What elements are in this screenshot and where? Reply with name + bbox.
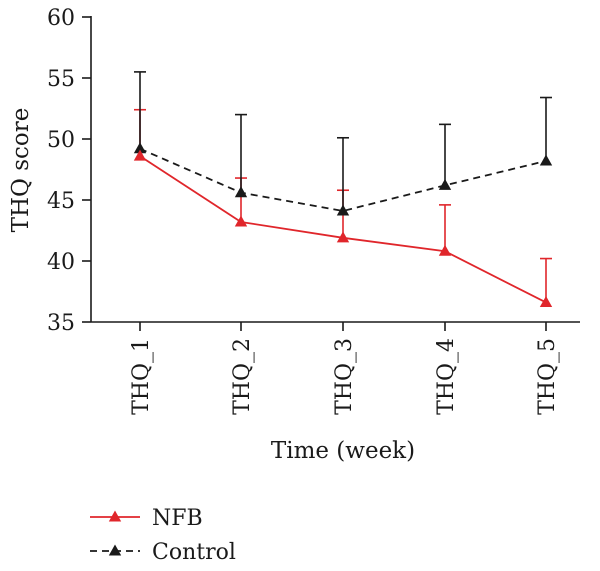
y-tick-label: 55	[47, 67, 75, 92]
x-axis-title: Time (week)	[271, 438, 415, 464]
data-point	[133, 149, 147, 161]
legend-label: NFB	[152, 506, 203, 531]
data-point	[336, 204, 350, 216]
legend-label: Control	[152, 540, 236, 565]
legend-marker	[108, 544, 122, 556]
y-tick-label: 50	[47, 128, 75, 153]
data-point	[438, 178, 452, 190]
series-layer	[133, 142, 553, 308]
x-tick-label: THQ_4	[434, 338, 459, 415]
x-tick-label: THQ_3	[332, 338, 357, 415]
y-tick-label: 35	[47, 311, 75, 336]
data-point	[336, 231, 350, 243]
axes: 35 40 45 50 55 60 THQ_1 THQ_2 THQ_3 THQ_4 THQ_5	[47, 6, 580, 415]
data-point	[539, 295, 553, 308]
legend-marker	[108, 510, 122, 522]
x-tick-label: THQ_2	[230, 338, 255, 415]
y-tick-label: 60	[47, 6, 75, 31]
data-point	[234, 215, 248, 227]
data-point	[234, 186, 248, 198]
x-tick-label: THQ_1	[129, 338, 154, 415]
data-point	[438, 244, 452, 256]
data-point	[539, 154, 553, 166]
series-line	[139, 147, 547, 212]
legend: NFB Control	[90, 506, 236, 565]
x-tick-label: THQ_5	[535, 338, 560, 415]
y-tick-label: 40	[47, 250, 75, 275]
y-axis-title: THQ score	[8, 108, 34, 233]
error-bars	[134, 71, 552, 303]
data-point	[133, 142, 147, 154]
y-tick-label: 45	[47, 189, 75, 214]
